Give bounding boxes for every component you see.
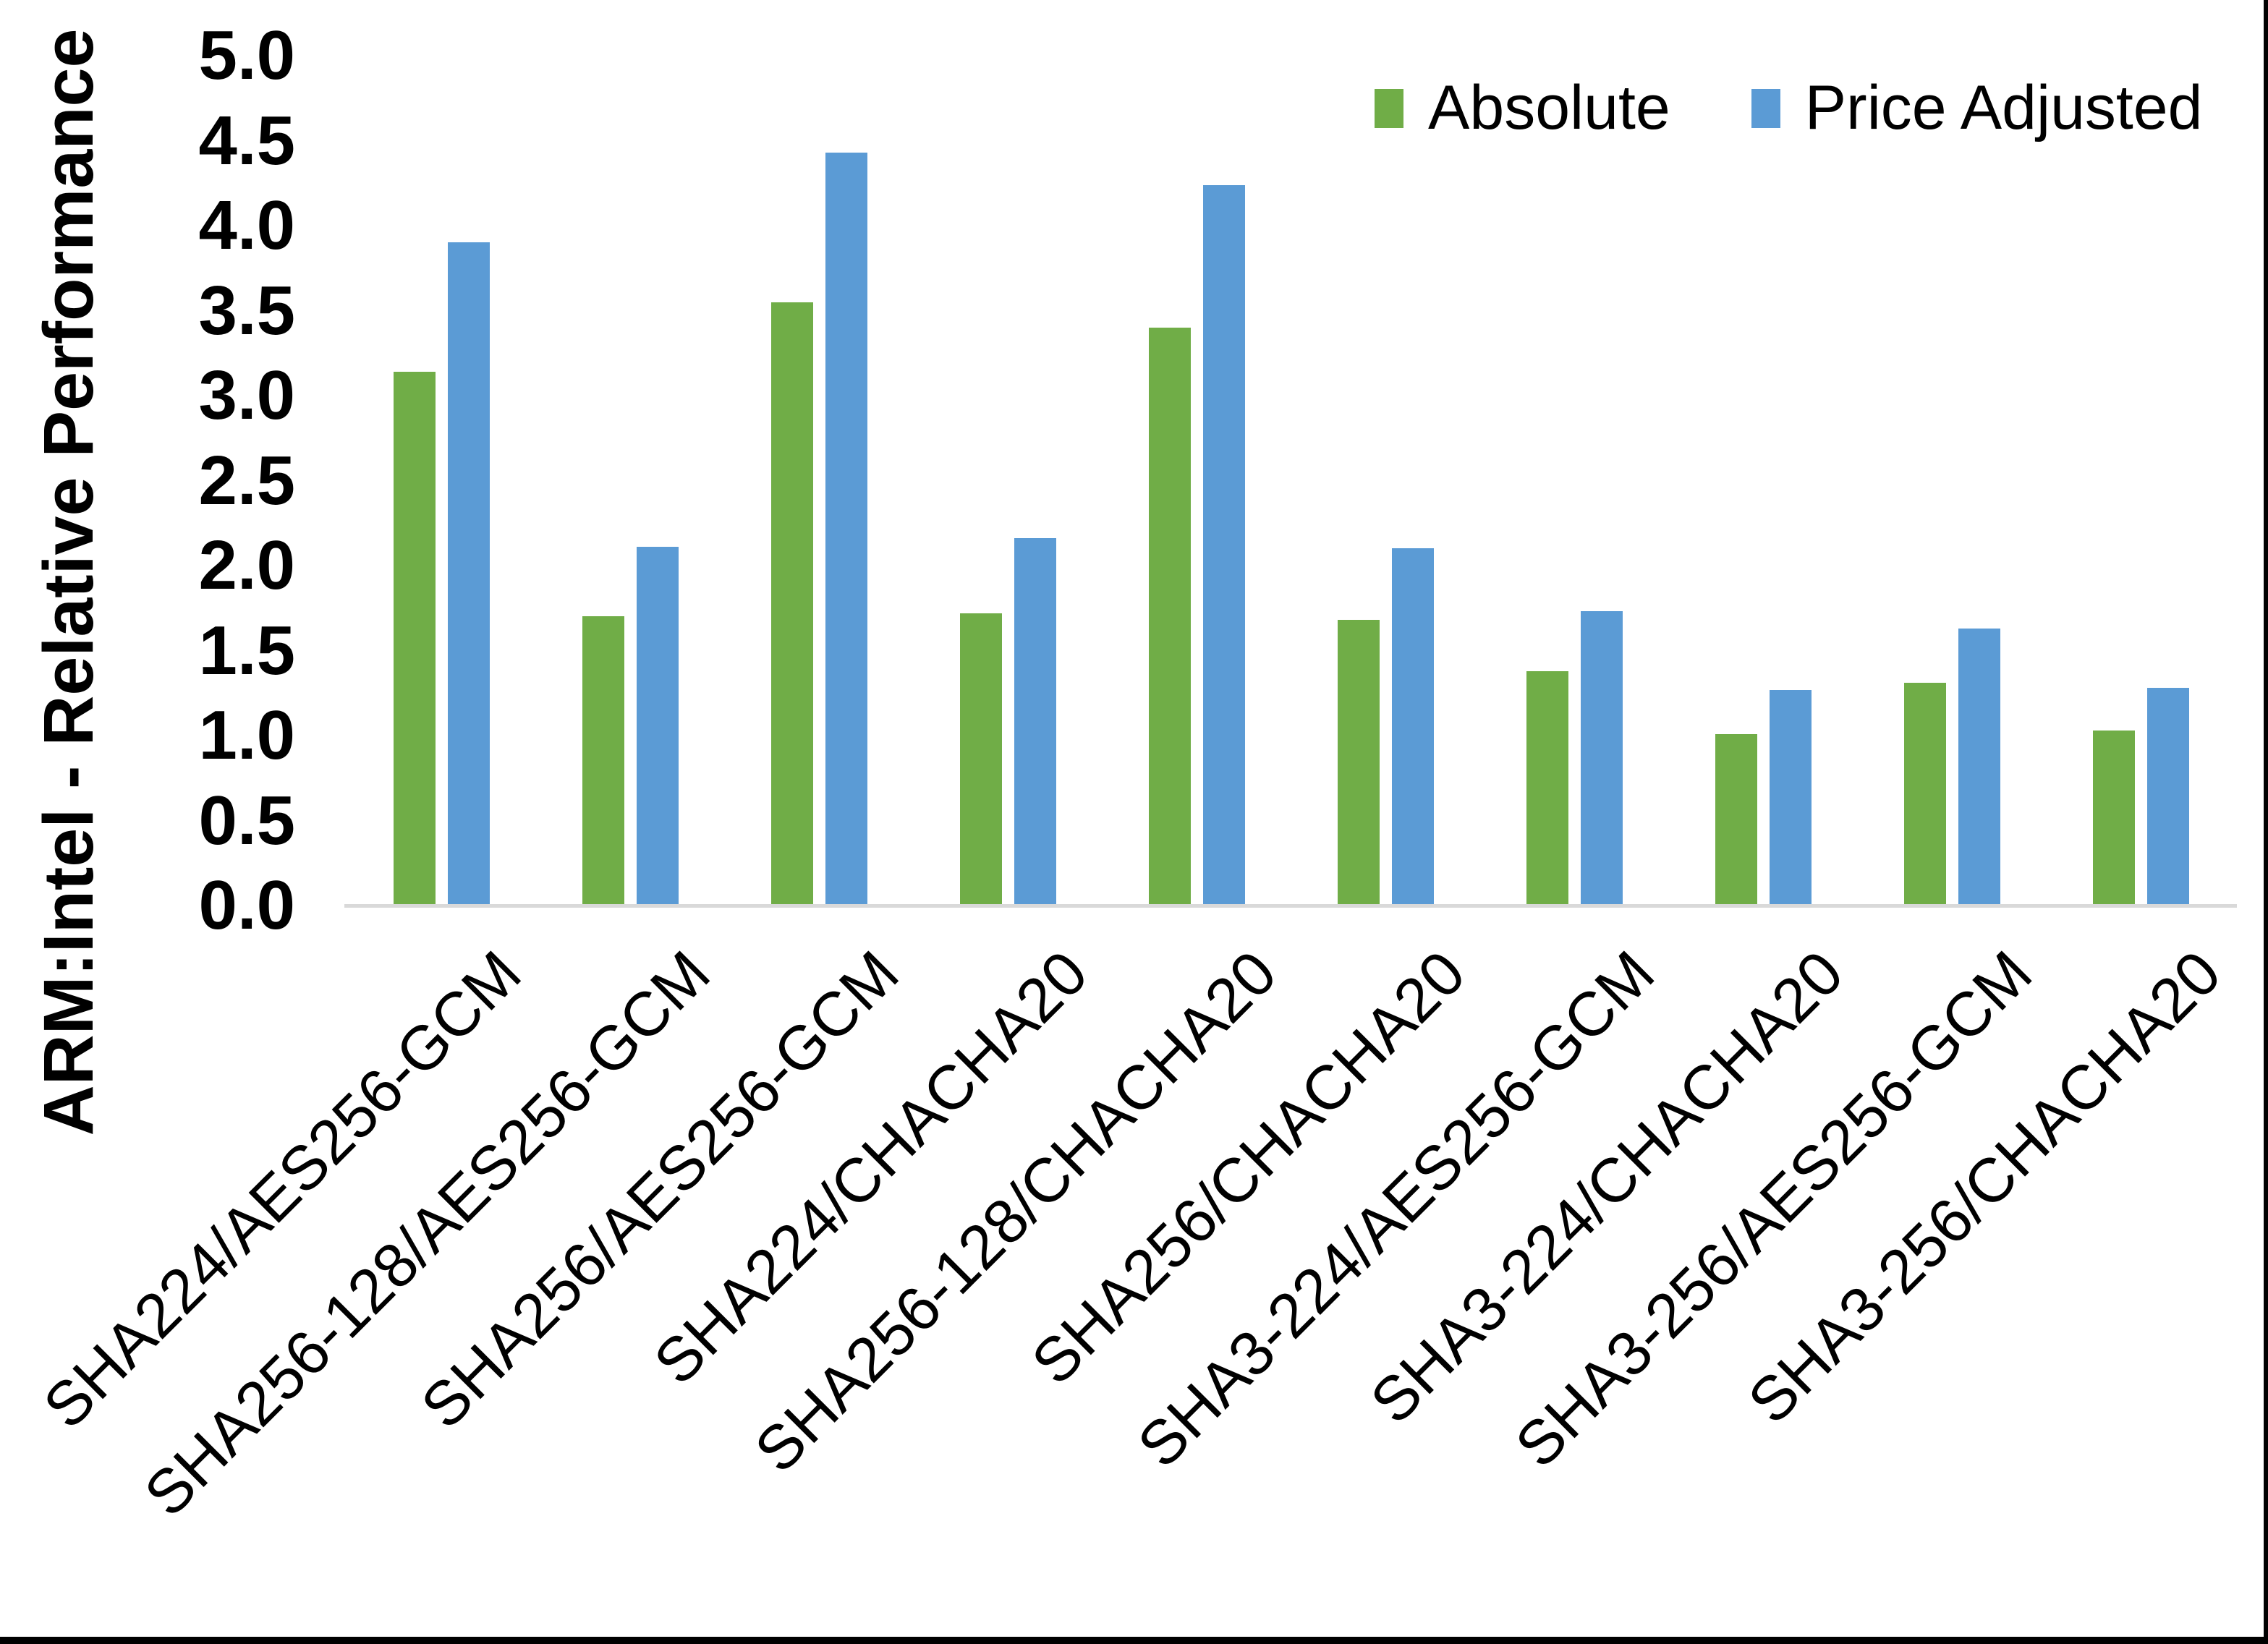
y-tick-3.5: 3.5 xyxy=(198,271,295,349)
bar-absolute-5 xyxy=(1149,328,1191,906)
y-tick-0.5: 0.5 xyxy=(198,781,295,859)
bar-price-adjusted-7 xyxy=(1581,611,1623,906)
y-tick-1.0: 1.0 xyxy=(198,697,295,774)
bar-absolute-2 xyxy=(582,616,624,906)
bar-absolute-1 xyxy=(394,372,436,906)
legend-item-price-adjusted: Price Adjusted xyxy=(1751,72,2203,144)
bar-price-adjusted-1 xyxy=(448,242,490,906)
bar-price-adjusted-8 xyxy=(1770,690,1812,906)
bar-absolute-9 xyxy=(1904,683,1946,906)
legend: Absolute Price Adjusted xyxy=(1375,72,2202,144)
bar-price-adjusted-3 xyxy=(825,153,867,906)
y-tick-2.5: 2.5 xyxy=(198,441,295,519)
legend-label-price-adjusted: Price Adjusted xyxy=(1804,73,2203,142)
legend-swatch-absolute xyxy=(1375,88,1403,128)
bar-absolute-6 xyxy=(1338,620,1380,906)
bar-price-adjusted-6 xyxy=(1392,548,1434,906)
screenshot-right-border xyxy=(2264,0,2268,1644)
bar-price-adjusted-10 xyxy=(2147,688,2189,906)
y-tick-0.0: 0.0 xyxy=(198,866,295,944)
y-tick-5.0: 5.0 xyxy=(198,17,295,94)
legend-swatch-price-adjusted xyxy=(1751,88,1780,128)
y-tick-1.5: 1.5 xyxy=(198,611,295,689)
bar-absolute-7 xyxy=(1526,671,1568,906)
screenshot-bottom-border xyxy=(0,1637,2268,1644)
y-tick-2.0: 2.0 xyxy=(198,527,295,604)
bar-absolute-10 xyxy=(2093,731,2135,906)
bar-absolute-8 xyxy=(1715,734,1757,906)
bar-price-adjusted-5 xyxy=(1203,185,1245,906)
y-tick-4.0: 4.0 xyxy=(198,187,295,264)
y-tick-3.0: 3.0 xyxy=(198,357,295,434)
bar-absolute-4 xyxy=(960,613,1002,906)
bar-price-adjusted-2 xyxy=(637,547,679,906)
legend-item-absolute: Absolute xyxy=(1375,72,1670,144)
bar-absolute-3 xyxy=(771,302,813,906)
y-axis-title: ARM:Intel - Relative Performance xyxy=(29,28,108,1136)
bar-price-adjusted-4 xyxy=(1014,538,1056,906)
x-axis-line xyxy=(344,904,2237,908)
legend-label-absolute: Absolute xyxy=(1428,73,1670,142)
bar-price-adjusted-9 xyxy=(1958,629,2000,906)
y-tick-4.5: 4.5 xyxy=(198,101,295,179)
